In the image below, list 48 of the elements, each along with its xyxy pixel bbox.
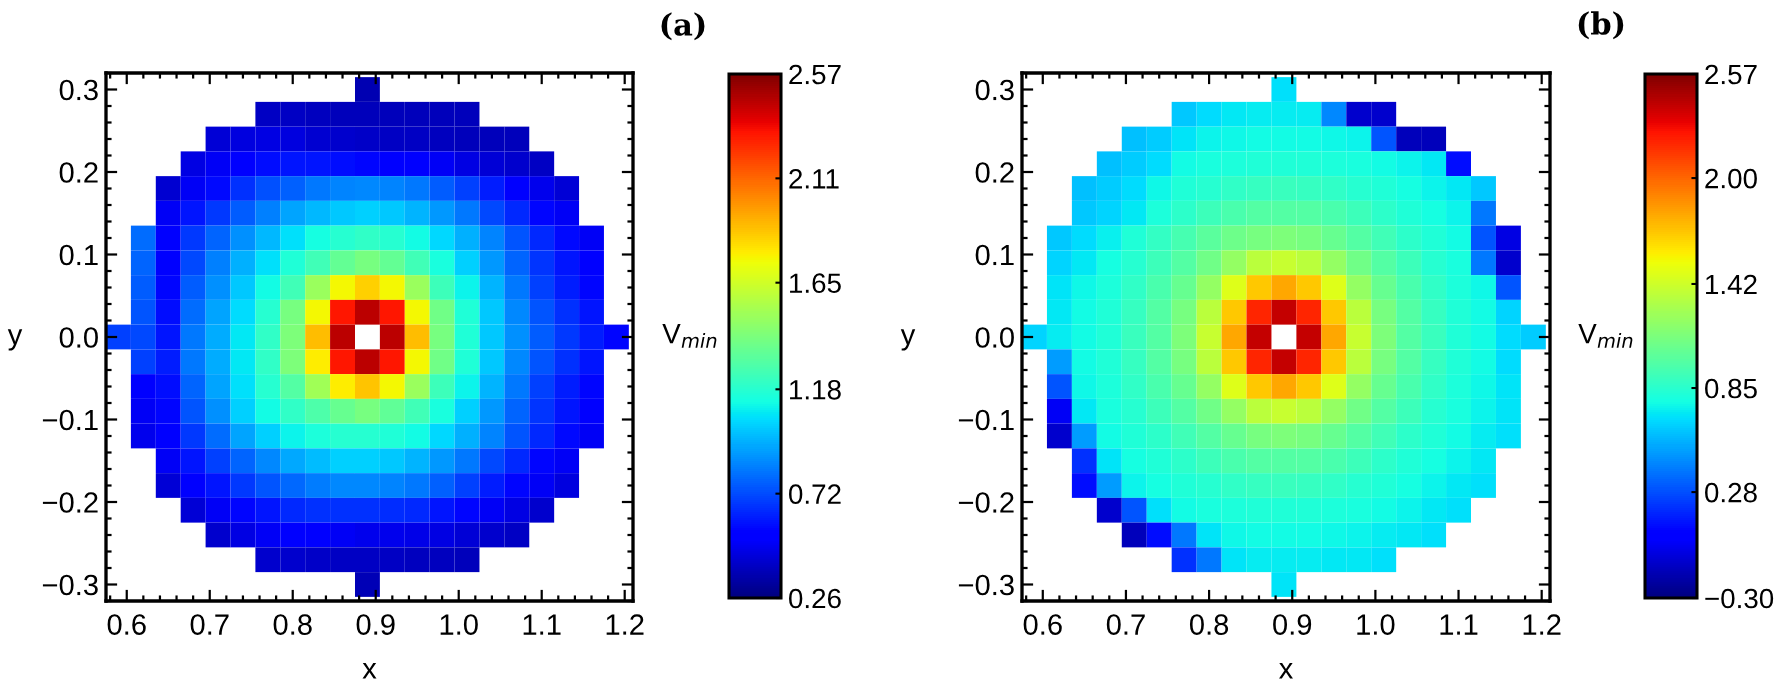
x-tick-label: 1.2 [606,614,644,635]
x-tick-label: 1.1 [523,614,561,635]
x-tick-label: 0.7 [190,614,229,635]
color-bar-label: 1.42 [1706,274,1757,295]
x-tick-label: 0.6 [1023,614,1062,635]
color-bar-title: V$_{min}$ [662,324,717,348]
y-tick-label: 0.1 [975,244,1014,266]
y-tick-label: −0.1 [42,409,98,431]
y-tick-label: −0.2 [958,492,1014,513]
x-tick-label: 0.7 [1106,614,1145,635]
x-axis-title: x [1279,663,1293,679]
color-bar-title: V$_{min}$ [1578,324,1633,348]
color-bar-label: 0.26 [789,588,841,609]
x-tick-label: 0.6 [107,614,146,635]
x-tick-label: 0.9 [356,614,395,635]
x-tick-label: 0.8 [273,614,312,635]
y-tick-label: −0.1 [958,409,1014,431]
color-bar-label: 2.57 [1705,64,1757,85]
x-axis-title: x [362,663,377,679]
y-axis-title: y [7,329,23,351]
color-bar-label: 2.57 [789,64,841,85]
color-bar-label: 2.11 [789,169,839,189]
y-tick-label: 0.1 [59,244,98,266]
y-tick-label: 0.3 [975,79,1014,101]
y-tick-label: 0.0 [975,327,1014,348]
x-tick-label: 1.0 [440,614,478,635]
y-tick-label: −0.3 [958,574,1014,596]
y-tick-label: 0.3 [59,79,98,101]
color-bar-label: 0.28 [1705,482,1757,503]
color-bar-label: 0.85 [1705,378,1757,399]
x-tick-label: 0.8 [1189,614,1229,635]
x-tick-label: 1.1 [1440,614,1478,635]
y-tick-label: −0.3 [42,574,98,596]
y-tick-label: −0.2 [42,492,98,513]
color-bar-label: −0.30 [1705,588,1774,609]
x-tick-label: 1.0 [1357,614,1395,635]
y-tick-label: 0.2 [59,162,98,183]
x-tick-label: 1.2 [1523,614,1561,635]
color-bar-label: 0.72 [789,484,841,504]
text: (b) [1578,11,1624,40]
y-tick-label: 0.0 [59,327,98,348]
x-tick-label: 0.9 [1273,614,1312,635]
y-tick-label: 0.2 [975,162,1014,183]
color-bar-label: 1.65 [790,273,841,294]
color-bar-label: 1.18 [790,379,841,400]
y-axis-title: y [900,329,916,351]
color-bar-label: 2.00 [1705,168,1757,189]
text: (a) [661,12,705,41]
